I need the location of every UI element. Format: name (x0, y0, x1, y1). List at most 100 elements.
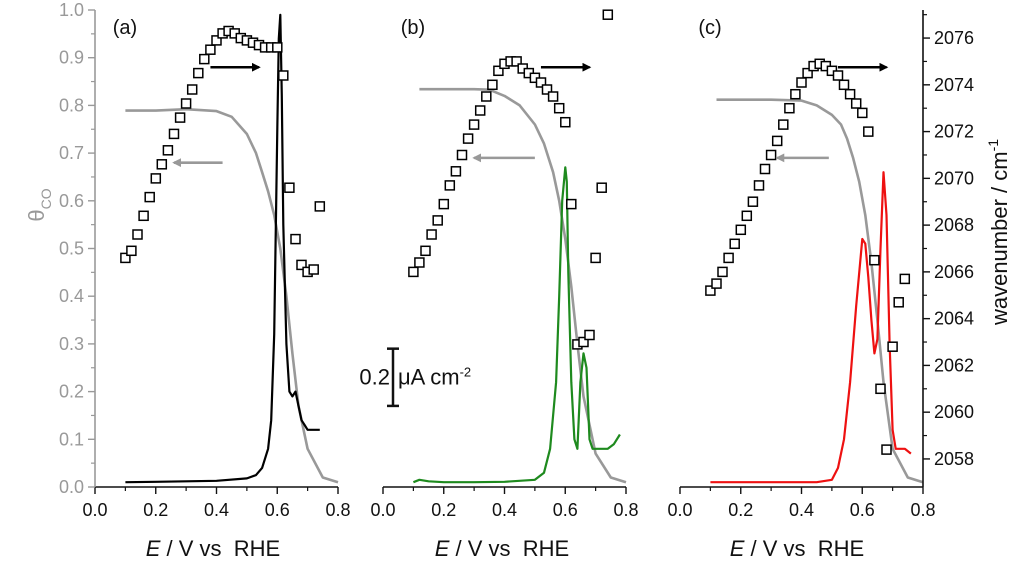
x-axis-title-b-rest: / V vs RHE (449, 536, 569, 561)
wavenumber-point (420, 245, 431, 257)
wavenumber-point (784, 102, 795, 114)
x-axis-title-a: E / V vs RHE (146, 536, 280, 561)
wavenumber-point (493, 65, 504, 77)
panel-c: 0.0 0.2 0.4 0.6 0.8 (c) (667, 17, 935, 520)
cv-current-curve (710, 171, 912, 484)
wavenumber-point (705, 285, 716, 296)
scale-bar-value: 0.2 (359, 364, 390, 389)
right-y-tick-label: 2062 (934, 355, 974, 375)
x-axis-title-c-italic: E (730, 536, 745, 561)
wavenumber-point (717, 266, 728, 278)
wavenumber-point (899, 273, 911, 285)
wavenumber-point (535, 77, 547, 88)
wavenumber-point (120, 252, 131, 264)
wavenumber-point (193, 67, 204, 79)
wavenumber-point (547, 91, 559, 102)
left-y-tick-label: 0.3 (59, 334, 84, 354)
right-y-tick-label: 2060 (934, 402, 974, 422)
left-y-tick-label: 0.7 (59, 143, 84, 163)
right-y-tick-label: 2068 (934, 215, 974, 235)
wavenumber-point (487, 79, 498, 91)
x-axis-title-c-rest: / V vs RHE (744, 536, 864, 561)
panel-label: (a) (113, 17, 137, 39)
cv-current-curve (412, 166, 621, 484)
right-y-tick-label: 2076 (934, 28, 974, 48)
wavenumber-point (759, 163, 771, 175)
wavenumber-point (481, 91, 492, 102)
right-y-axis: 2058 2060 2062 2064 2066 2068 2070 2072 2074 2076 (922, 10, 974, 487)
theta-co-curve (419, 87, 627, 484)
right-y-tick-label: 2058 (934, 449, 974, 469)
right-y-tick-label: 2074 (934, 75, 974, 95)
wavenumber-point (408, 266, 419, 278)
wavenumber-point (162, 145, 174, 156)
x-tick-label: 0.2 (728, 500, 753, 520)
left-y-tick-label: 0.8 (59, 95, 84, 115)
wavenumber-point (596, 182, 607, 193)
wavenumber-point (584, 329, 595, 341)
wavenumber-point (875, 383, 886, 395)
x-axis-title-a-rest: / V vs RHE (160, 536, 280, 561)
wavenumber-point (802, 67, 813, 79)
wavenumber-point (711, 278, 722, 289)
wavenumber-point (893, 297, 904, 308)
wavenumber-point (168, 128, 180, 140)
wavenumber-point (553, 102, 565, 114)
x-axis-title-b: E / V vs RHE (435, 536, 569, 561)
wavenumber-point (474, 105, 486, 116)
wavenumber-point (284, 182, 295, 193)
x-tick-label: 0.4 (789, 500, 814, 520)
right-y-tick-label: 2070 (934, 168, 974, 188)
wavenumber-point (723, 252, 734, 264)
wavenumber-point (850, 98, 862, 109)
wavenumber-point (869, 254, 880, 266)
wavenumber-point (450, 166, 462, 177)
wavenumber-point (838, 79, 850, 91)
wavenumber-point (278, 70, 289, 81)
wavenumber-point (602, 9, 614, 20)
wavenumber-point (560, 116, 571, 128)
wavenumber-point (857, 107, 868, 119)
wavenumber-point (174, 112, 186, 123)
cv-current-curve (125, 13, 320, 484)
x-tick-label: 0.8 (910, 500, 935, 520)
panel-a: 0.0 0.2 0.4 0.6 0.8 (a) (82, 13, 351, 520)
wavenumber-point (887, 341, 898, 352)
wavenumber-point (590, 252, 601, 264)
x-tick-label: 0.0 (82, 500, 107, 520)
left-y-axis: 0.0 0.1 0.2 0.3 0.4 0.5 0.6 0.7 0.8 0.9 1.0 (59, 0, 96, 497)
wavenumber-point (578, 336, 589, 348)
wavenumber-point (205, 44, 216, 55)
left-y-tick-label: 0.0 (59, 477, 84, 497)
wavenumber-point (735, 224, 747, 236)
wavenumber-point (832, 70, 844, 81)
wavenumber-point (790, 88, 801, 100)
wavenumber-point (729, 238, 740, 250)
wavenumber-point (414, 257, 425, 268)
wavenumber-point (144, 191, 155, 203)
x-tick-label: 0.2 (431, 500, 456, 520)
left-y-tick-label: 0.2 (59, 382, 84, 402)
x-tick-label: 0.0 (667, 500, 692, 520)
wavenumber-point (778, 119, 789, 130)
wavenumber-point (138, 210, 149, 222)
scale-bar-unit: μA cm-2 (398, 364, 471, 389)
wavenumber-point (211, 35, 222, 46)
x-tick-label: 0.8 (325, 500, 350, 520)
wavenumber-point (844, 88, 856, 100)
svg-text:wavenumber / cm-1: wavenumber / cm-1 (985, 139, 1012, 326)
theta-co-curve (716, 98, 924, 484)
left-y-tick-label: 0.4 (59, 286, 84, 306)
x-tick-label: 0.2 (143, 500, 168, 520)
wavenumber-point (156, 159, 168, 170)
panel-label: (c) (698, 17, 721, 39)
wavenumber-point (126, 245, 137, 257)
x-tick-label: 0.6 (850, 500, 875, 520)
x-tick-label: 0.0 (370, 500, 395, 520)
x-axis-title-c: E / V vs RHE (730, 536, 864, 561)
wavenumber-point (747, 196, 759, 207)
left-y-tick-label: 0.6 (59, 191, 84, 211)
wavenumber-point (426, 229, 437, 240)
wavenumber-point (566, 198, 577, 210)
